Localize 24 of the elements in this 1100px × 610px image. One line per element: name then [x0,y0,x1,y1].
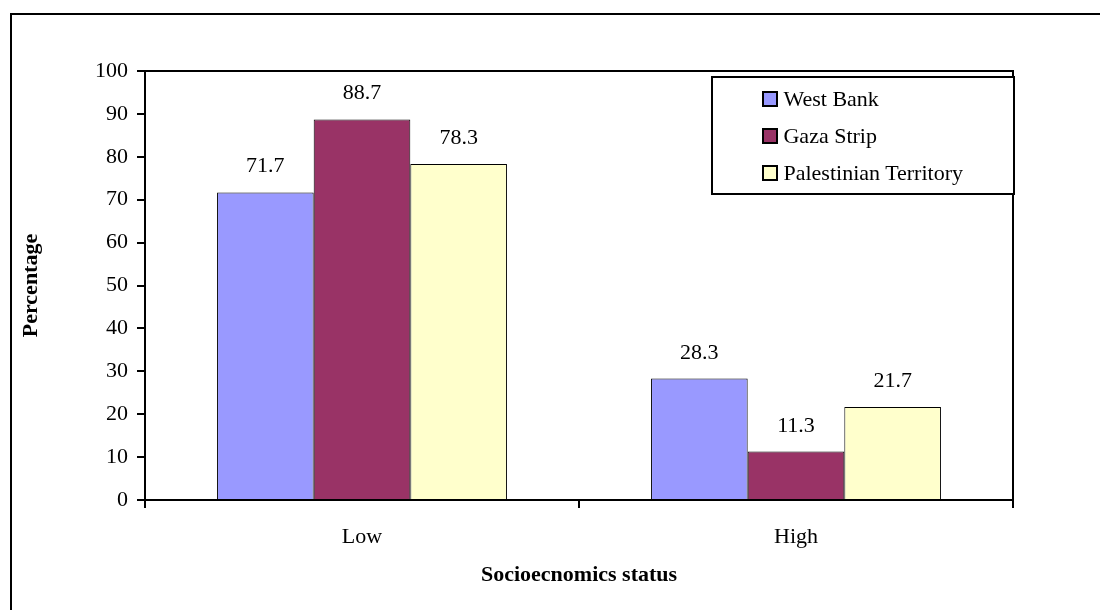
y-tick-label: 10 [106,442,128,468]
y-tick-label: 0 [117,485,128,511]
y-axis-title: Percentage [16,233,42,338]
data-label: 78.3 [439,124,478,150]
legend-label: Palestinian Territory [783,159,963,186]
y-tick-label: 50 [106,271,128,297]
x-tick-label: High [774,522,818,548]
y-tick-label: 20 [106,399,128,425]
y-tick-label: 100 [95,56,128,82]
y-tick-label: 30 [106,357,128,383]
data-label: 28.3 [680,338,719,364]
x-axis-title: Socioecnomics status [480,561,678,587]
data-label: 21.7 [873,366,912,392]
y-tick-label: 40 [106,314,128,340]
x-tick-label: Low [341,522,383,548]
data-label: 88.7 [342,79,382,105]
data-label: 11.3 [777,411,815,437]
y-tick-label: 60 [106,228,128,254]
y-tick-label: 70 [106,185,128,211]
legend-label: West Bank [783,85,879,112]
data-label: 71.7 [246,152,285,178]
legend-label: Gaza Strip [783,122,877,149]
y-tick-label: 80 [106,142,128,168]
y-tick-label: 90 [106,99,128,125]
